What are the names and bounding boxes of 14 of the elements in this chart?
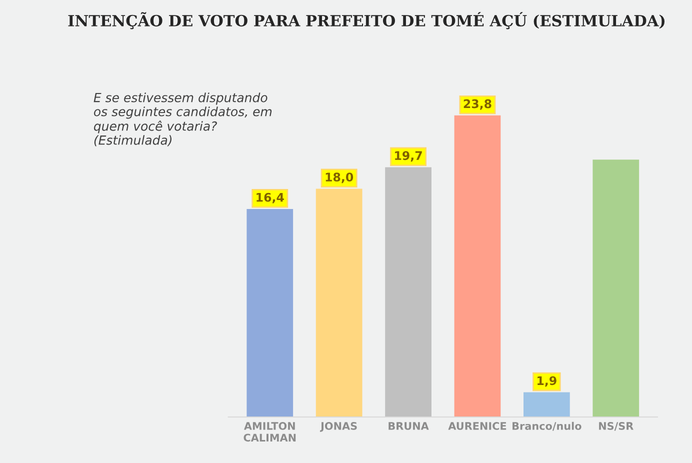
x-tick-label: NS/SR <box>599 422 634 431</box>
data-label: 16,4 <box>256 192 284 204</box>
annotation: E se estivessem disputando os seguintes candidatos, em quem você votaria? (Estimulada) <box>94 92 272 146</box>
data-label: 18,0 <box>326 172 354 184</box>
data-label: 1,9 <box>538 376 556 387</box>
data-label: 19,7 <box>395 151 422 162</box>
x-tick-label: BRUNA <box>388 422 429 430</box>
chart-title: INTENÇÃO DE VOTO PARA PREFEITO DE TOMÉ AÇÚ (ESTIMULADA) <box>68 12 664 30</box>
x-tick-label: AURENICE <box>448 422 506 430</box>
bar <box>592 160 640 417</box>
x-tick-label: JONAS <box>320 422 357 432</box>
x-tick-label: Branco/nulo <box>512 422 582 431</box>
x-tick-label: AMILTON CALIMAN <box>244 422 296 442</box>
data-label: 23,8 <box>464 99 492 110</box>
